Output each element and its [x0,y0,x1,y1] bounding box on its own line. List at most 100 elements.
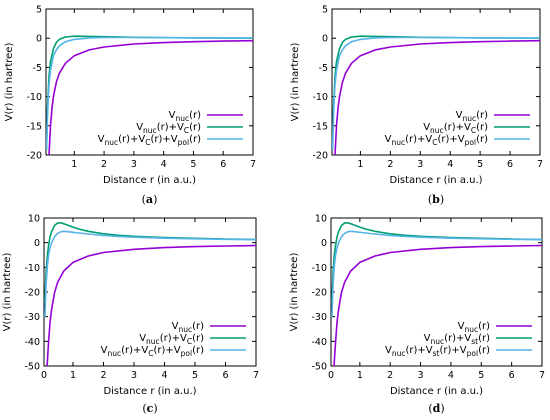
panel-caption: (c) [142,402,157,415]
legend-text: (r) [189,122,201,133]
y-tick-label: -30 [311,312,327,323]
x-tick-label: 2 [100,370,106,381]
x-tick-label: 0 [41,370,47,381]
y-axis-label: V(r) (in hartree) [289,253,300,332]
y-tick-label: 5 [322,5,328,16]
x-tick-label: 3 [418,370,424,381]
x-tick-label: 3 [417,159,423,170]
legend-subscript: nuc [104,138,118,147]
legend-subscript: nuc [391,138,405,147]
series-line-1 [46,244,256,366]
x-tick-label: 2 [387,159,393,170]
legend-text: (r) [478,345,490,356]
legend-subscript: nuc [178,325,192,334]
chart-panel-d: -50 -40 -30 -20 -10 0 10 0 1 2 3 4 5 6 7 Distance r (in… [289,214,545,416]
caption-close: ) [440,193,444,206]
y-tick-label: -50 [311,362,327,373]
legend-subscript: pol [467,349,478,358]
x-axis-label: Distance r (in a.u.) [389,175,482,186]
legend-text: (r)+V [151,134,178,145]
caption-letter: d [433,402,441,415]
series-group [331,222,542,366]
legend-text: (r) [192,333,204,344]
x-tick-label: 5 [477,159,483,170]
legend-subscript: st [471,337,478,346]
y-tick-label: -10 [312,92,328,103]
series-group [44,222,256,366]
y-tick-label: -20 [26,151,42,162]
series-line-1 [334,39,540,155]
caption-close: ) [153,402,157,415]
y-tick-label: 5 [36,5,42,16]
x-tick-label: 3 [131,159,137,170]
legend-text: V [385,345,392,356]
y-axis-label: V(r) (in hartree) [2,253,13,332]
series-line-3 [44,230,256,318]
legend-text: V [169,110,176,121]
x-tick-label: 7 [250,159,256,170]
legend-text: (r) [189,110,201,121]
y-tick-label: -15 [312,121,328,132]
series-line-3 [331,230,542,318]
legend-text: (r)+V [444,122,471,133]
chart-panel-b: -20 -15 -10 -5 0 5 1 2 3 4 5 6 7 Distance r (in a.u.)… [290,5,543,207]
x-tick-label: 0 [328,370,334,381]
x-tick-label: 1 [70,370,76,381]
chart-panel-c: -50 -40 -30 -20 -10 0 10 0 1 2 3 4 5 6 7 Distance r (in… [2,214,259,416]
series-line-1 [48,39,253,155]
series-line-3 [46,36,253,150]
legend-text: V [101,345,108,356]
caption-close: ) [153,193,157,206]
legend-text: V [458,321,465,332]
legend-text: V [139,333,146,344]
legend-text: (r)+V [406,345,433,356]
legend-subscript: nuc [430,337,444,346]
legend-text: (r)+V [438,134,465,145]
y-tick-label: 0 [322,34,328,45]
legend-text: (r)+V [157,122,184,133]
legend-text: V [172,321,179,332]
y-tick-label: -5 [33,63,42,74]
legend-text: V [423,122,430,133]
panel-caption: (a) [142,193,158,206]
legend-text: V [424,333,431,344]
legend-text: (r) [189,134,201,145]
legend-subscript: st [433,349,440,358]
legend-text: V [98,134,105,145]
x-tick-label: 6 [507,159,513,170]
legend-label: Vnuc(r)+VC(r)+Vpol(r) [385,134,488,147]
caption-letter: a [146,193,153,206]
x-tick-label: 7 [537,159,543,170]
legend-text: (r) [476,134,488,145]
legend-subscript: pol [178,138,189,147]
panel-caption: (b) [428,193,444,206]
legend-text: (r) [476,110,488,121]
x-tick-label: 7 [539,370,545,381]
legend-text: (r)+V [118,134,145,145]
x-tick-label: 3 [131,370,137,381]
legend-label: Vnuc(r)+VC(r)+Vpol(r) [101,345,204,358]
legend-label: Vnuc(r) [456,110,488,123]
legend-label: Vnuc(r)+Vst(r) [424,333,490,346]
legend-text: (r)+V [121,345,148,356]
legend-text: (r)+V [405,134,432,145]
y-axis-label: V(r) (in hartree) [4,43,15,122]
x-tick-label: 5 [478,370,484,381]
x-axis-label: Distance r (in a.u.) [390,386,483,397]
x-tick-label: 4 [161,159,167,170]
legend-text: V [456,110,463,121]
legend-label: Vnuc(r)+VC(r) [136,122,201,135]
series-group [46,35,253,155]
caption-close: ) [440,402,444,415]
legend-subscript: nuc [462,114,476,123]
legend-text: V [136,122,143,133]
legend-subscript: C [471,126,476,135]
caption-letter: b [432,193,440,206]
y-tick-label: -20 [24,288,40,299]
legend-label: Vnuc(r)+VC(r) [423,122,488,135]
legend-label: Vnuc(r)+VC(r)+Vpol(r) [98,134,201,147]
y-tick-label: -10 [24,263,40,274]
series-line-1 [333,244,542,366]
x-tick-label: 4 [447,159,453,170]
